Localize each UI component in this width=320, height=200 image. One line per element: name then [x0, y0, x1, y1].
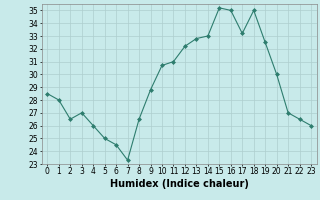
X-axis label: Humidex (Indice chaleur): Humidex (Indice chaleur): [110, 179, 249, 189]
